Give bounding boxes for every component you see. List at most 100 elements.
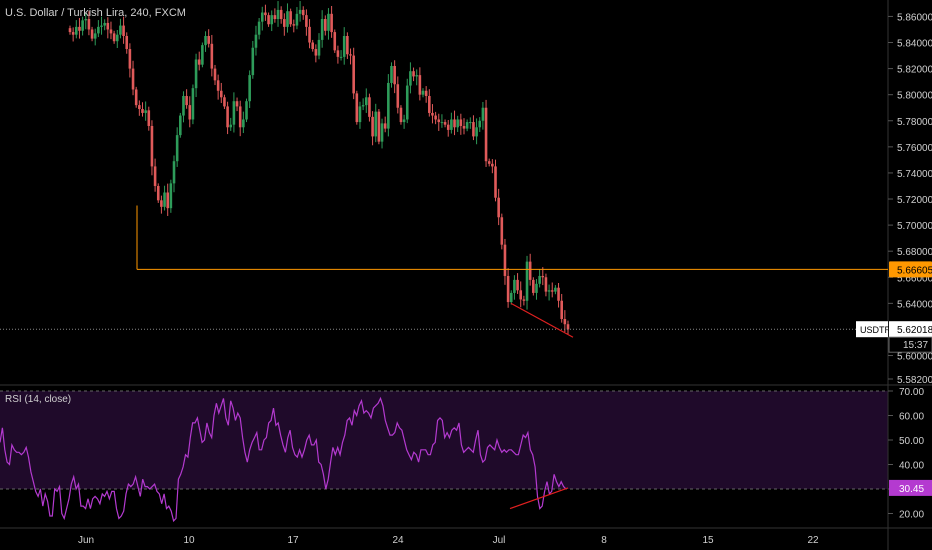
candle-body[interactable]: [305, 15, 308, 27]
candle-body[interactable]: [175, 135, 179, 162]
candle-body[interactable]: [122, 25, 125, 36]
level-price-tag[interactable]: [889, 261, 932, 278]
last-price-tag[interactable]: [889, 321, 932, 338]
candle-body[interactable]: [317, 39, 321, 56]
candle-body[interactable]: [456, 119, 459, 128]
candle-body[interactable]: [125, 35, 129, 50]
candle-body[interactable]: [279, 9, 283, 20]
candle-body[interactable]: [566, 324, 570, 330]
candle-body[interactable]: [330, 13, 333, 33]
candle-body[interactable]: [289, 11, 292, 25]
candle-body[interactable]: [260, 12, 264, 22]
candle-body[interactable]: [115, 34, 119, 42]
candle-body[interactable]: [472, 122, 475, 137]
candle-body[interactable]: [459, 119, 463, 126]
candle-body[interactable]: [327, 13, 330, 31]
candle-body[interactable]: [191, 88, 195, 120]
candle-body[interactable]: [128, 49, 132, 69]
candle-body[interactable]: [90, 29, 94, 39]
candle-body[interactable]: [232, 101, 236, 125]
candle-body[interactable]: [119, 25, 122, 35]
candle-body[interactable]: [242, 119, 245, 128]
candle-body[interactable]: [475, 127, 478, 137]
candle-body[interactable]: [484, 107, 488, 162]
candle-body[interactable]: [516, 279, 519, 291]
candle-body[interactable]: [106, 22, 110, 30]
candle-body[interactable]: [560, 300, 563, 320]
candle-body[interactable]: [462, 125, 466, 129]
candle-body[interactable]: [270, 15, 274, 25]
candle-body[interactable]: [179, 115, 182, 136]
candle-body[interactable]: [390, 65, 393, 83]
candle-body[interactable]: [443, 122, 447, 125]
candle-body[interactable]: [409, 71, 412, 86]
candle-body[interactable]: [131, 68, 135, 90]
candle-body[interactable]: [93, 33, 97, 39]
candle-body[interactable]: [248, 75, 251, 102]
candle-body[interactable]: [223, 97, 226, 107]
candle-body[interactable]: [550, 290, 554, 292]
candle-body[interactable]: [301, 9, 305, 16]
candle-body[interactable]: [509, 292, 513, 303]
candle-body[interactable]: [194, 59, 198, 89]
candle-body[interactable]: [446, 124, 450, 130]
price-axis[interactable]: 5.86000 5.84000 5.82000 5.80000 5.78000 5.760…: [856, 12, 932, 386]
candle-body[interactable]: [418, 75, 422, 95]
candle-body[interactable]: [393, 65, 396, 85]
candle-body[interactable]: [541, 275, 545, 278]
candle-body[interactable]: [197, 59, 201, 65]
candle-body[interactable]: [453, 119, 456, 128]
price-divergence-line[interactable]: [510, 302, 574, 338]
candle-body[interactable]: [109, 29, 113, 34]
candle-body[interactable]: [506, 275, 510, 303]
candle-body[interactable]: [333, 32, 337, 51]
candle-body[interactable]: [497, 197, 500, 218]
candle-body[interactable]: [216, 80, 220, 91]
candle-body[interactable]: [134, 89, 138, 106]
candle-body[interactable]: [371, 116, 374, 137]
candle-body[interactable]: [163, 192, 166, 207]
candle-body[interactable]: [364, 97, 368, 106]
candle-body[interactable]: [383, 123, 387, 129]
candle-body[interactable]: [201, 45, 204, 65]
candle-body[interactable]: [87, 19, 91, 30]
candle-body[interactable]: [166, 192, 170, 209]
candle-body[interactable]: [71, 32, 75, 35]
candle-body[interactable]: [153, 166, 157, 186]
candle-body[interactable]: [100, 25, 103, 27]
candle-body[interactable]: [437, 119, 441, 123]
candle-body[interactable]: [336, 50, 340, 57]
candle-body[interactable]: [210, 43, 214, 69]
candle-body[interactable]: [399, 107, 403, 123]
candle-body[interactable]: [264, 12, 267, 16]
price-pane[interactable]: [68, 1, 570, 335]
candle-body[interactable]: [81, 20, 84, 31]
candle-body[interactable]: [207, 35, 210, 44]
candle-body[interactable]: [245, 101, 248, 120]
candle-body[interactable]: [141, 109, 144, 113]
candle-body[interactable]: [160, 200, 163, 207]
candle-body[interactable]: [185, 95, 188, 106]
candle-body[interactable]: [150, 125, 154, 167]
candle-body[interactable]: [75, 26, 78, 35]
candle-body[interactable]: [355, 93, 359, 123]
candle-body[interactable]: [380, 123, 384, 142]
candle-body[interactable]: [283, 19, 286, 27]
candle-body[interactable]: [434, 115, 437, 120]
candle-body[interactable]: [349, 54, 352, 56]
candle-body[interactable]: [500, 217, 504, 245]
candle-body[interactable]: [267, 15, 270, 25]
candle-body[interactable]: [103, 22, 106, 26]
candle-body[interactable]: [468, 122, 472, 124]
candle-body[interactable]: [226, 106, 229, 128]
candle-body[interactable]: [346, 35, 349, 55]
candle-body[interactable]: [532, 279, 535, 293]
candle-body[interactable]: [377, 111, 381, 142]
candle-body[interactable]: [503, 244, 507, 276]
candle-body[interactable]: [465, 122, 469, 129]
candle-body[interactable]: [251, 47, 255, 76]
candle-body[interactable]: [286, 11, 289, 27]
candle-body[interactable]: [144, 110, 147, 113]
